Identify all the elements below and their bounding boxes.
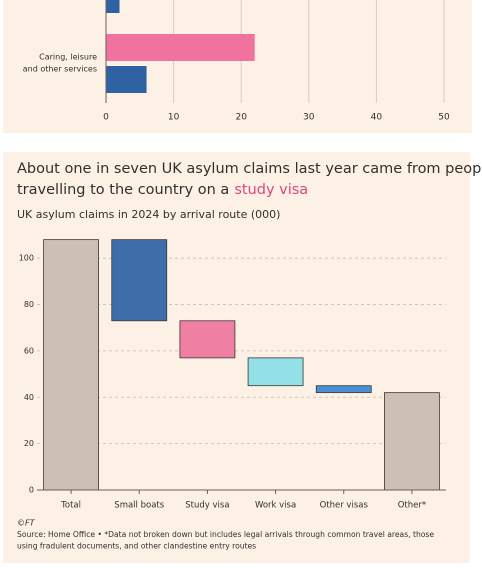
credit: ©FT xyxy=(17,519,36,528)
y-tick-label: 80 xyxy=(24,300,34,309)
x-tick-label: Other visas xyxy=(320,501,369,511)
category-label: Caring, leisure xyxy=(39,53,97,62)
x-tick-label: 20 xyxy=(235,113,247,123)
y-tick-label: 60 xyxy=(24,346,34,355)
bar xyxy=(106,34,255,61)
y-tick-label: 0 xyxy=(29,486,34,495)
bar xyxy=(106,66,147,93)
y-tick-label: 40 xyxy=(24,393,34,402)
y-tick-label: 100 xyxy=(19,254,34,263)
x-tick-label: 30 xyxy=(303,113,315,123)
x-tick-label: Study visa xyxy=(185,501,229,511)
x-tick-label: Other* xyxy=(398,501,426,511)
title-highlight: study visa xyxy=(234,182,308,198)
x-tick-label: 10 xyxy=(168,113,180,123)
source-note: using fradulent documents, and other cla… xyxy=(17,542,256,551)
bar xyxy=(43,239,99,491)
bar xyxy=(315,385,372,394)
x-tick-label: 40 xyxy=(371,113,383,123)
y-tick-label: 20 xyxy=(24,439,34,448)
source-note: Source: Home Office • *Data not broken d… xyxy=(17,530,434,539)
category-label: and other services xyxy=(23,65,97,74)
bar xyxy=(111,239,168,322)
x-tick-label: Work visa xyxy=(255,501,296,511)
x-tick-label: Total xyxy=(60,501,81,511)
title-line: About one in seven UK asylum claims last… xyxy=(17,161,482,177)
bar xyxy=(384,392,440,491)
x-tick-label: Small boats xyxy=(114,501,164,511)
x-tick-label: 50 xyxy=(438,113,450,123)
bar xyxy=(179,320,236,359)
title-line: travelling to the country on a xyxy=(17,182,229,198)
panel-top xyxy=(3,0,472,133)
bar xyxy=(247,357,304,387)
chart-subtitle: UK asylum claims in 2024 by arrival rout… xyxy=(17,208,280,221)
bar xyxy=(106,0,120,13)
x-tick-label: 0 xyxy=(103,113,109,123)
chart-title: About one in seven UK asylum claims last… xyxy=(17,161,482,198)
